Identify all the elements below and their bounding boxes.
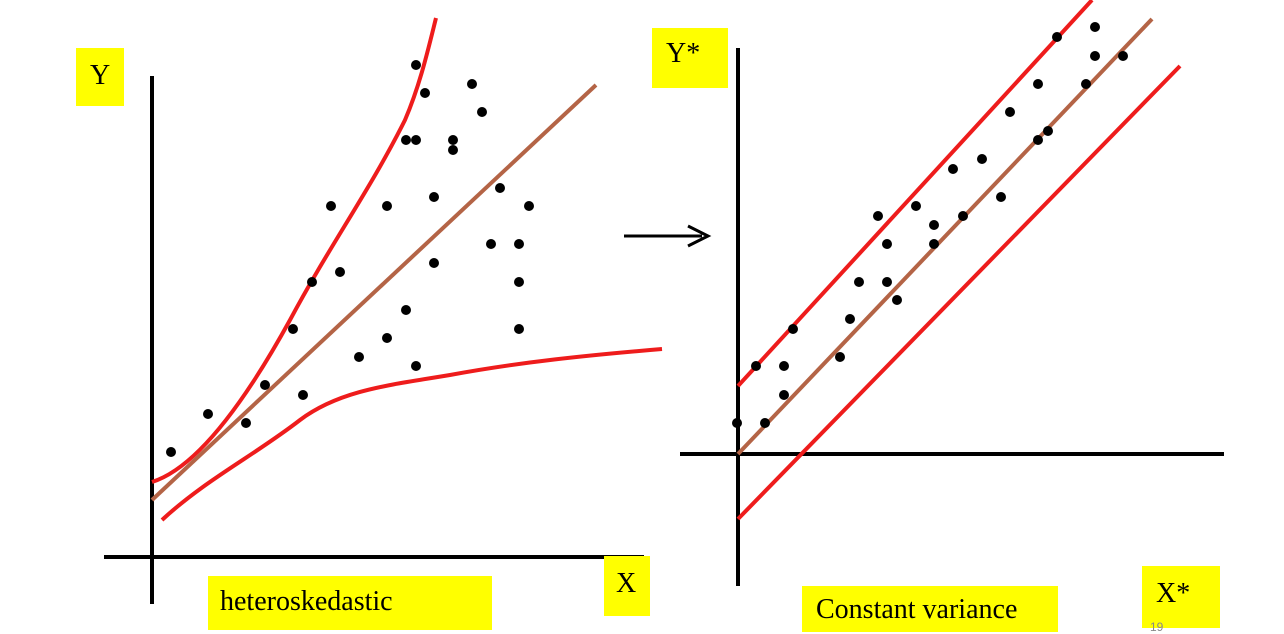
data-point xyxy=(835,352,845,362)
data-point xyxy=(241,418,251,428)
data-point xyxy=(514,324,524,334)
data-point xyxy=(1090,51,1100,61)
data-point xyxy=(1090,22,1100,32)
data-point xyxy=(477,107,487,117)
data-point xyxy=(911,201,921,211)
data-point xyxy=(307,277,317,287)
data-point xyxy=(873,211,883,221)
data-point xyxy=(958,211,968,221)
data-point xyxy=(854,277,864,287)
data-point xyxy=(524,201,534,211)
data-point xyxy=(382,333,392,343)
left-x-axis-label: X xyxy=(604,556,650,616)
data-point xyxy=(467,79,477,89)
data-point xyxy=(882,239,892,249)
right-panel xyxy=(680,0,1224,586)
left-panel xyxy=(104,17,663,604)
data-point xyxy=(411,135,421,145)
data-point xyxy=(996,192,1006,202)
data-point xyxy=(514,277,524,287)
data-point xyxy=(354,352,364,362)
data-point xyxy=(429,258,439,268)
right-lower-band-line xyxy=(736,64,1182,521)
right-x-axis-label: X* xyxy=(1142,566,1220,628)
data-point xyxy=(429,192,439,202)
data-point xyxy=(751,361,761,371)
data-point xyxy=(448,145,458,155)
data-point xyxy=(977,154,987,164)
data-point xyxy=(203,409,213,419)
data-point xyxy=(514,239,524,249)
data-point xyxy=(788,324,798,334)
data-point xyxy=(382,201,392,211)
right-data-points xyxy=(732,22,1128,428)
data-point xyxy=(1052,32,1062,42)
data-point xyxy=(401,305,411,315)
data-point xyxy=(948,164,958,174)
left-caption: heteroskedastic xyxy=(208,576,492,630)
data-point xyxy=(1005,107,1015,117)
data-point xyxy=(929,220,939,230)
data-point xyxy=(779,361,789,371)
right-upper-band-line xyxy=(736,0,1094,388)
data-point xyxy=(1033,135,1043,145)
data-point xyxy=(760,418,770,428)
data-point xyxy=(401,135,411,145)
data-point xyxy=(298,390,308,400)
data-point xyxy=(1081,79,1091,89)
data-point xyxy=(326,201,336,211)
left-fitted-line xyxy=(150,83,598,502)
data-point xyxy=(335,267,345,277)
data-point xyxy=(1043,126,1053,136)
left-lower-band-curve xyxy=(160,347,663,522)
data-point xyxy=(288,324,298,334)
data-point xyxy=(411,361,421,371)
data-point xyxy=(486,239,496,249)
right-fitted-line xyxy=(736,17,1154,456)
left-upper-band-curve xyxy=(151,17,438,484)
right-caption: Constant variance xyxy=(802,586,1058,632)
data-point xyxy=(929,239,939,249)
left-data-points xyxy=(166,60,534,457)
data-point xyxy=(166,447,176,457)
data-point xyxy=(892,295,902,305)
data-point xyxy=(411,60,421,70)
data-point xyxy=(1033,79,1043,89)
left-y-axis-label: Y xyxy=(76,48,124,106)
data-point xyxy=(448,135,458,145)
page-number: 19 xyxy=(1150,620,1164,634)
transform-arrow xyxy=(624,224,712,248)
right-y-axis-label: Y* xyxy=(652,28,728,88)
data-point xyxy=(495,183,505,193)
data-point xyxy=(420,88,430,98)
data-point xyxy=(1118,51,1128,61)
data-point xyxy=(882,277,892,287)
data-point xyxy=(732,418,742,428)
data-point xyxy=(845,314,855,324)
data-point xyxy=(779,390,789,400)
data-point xyxy=(260,380,270,390)
